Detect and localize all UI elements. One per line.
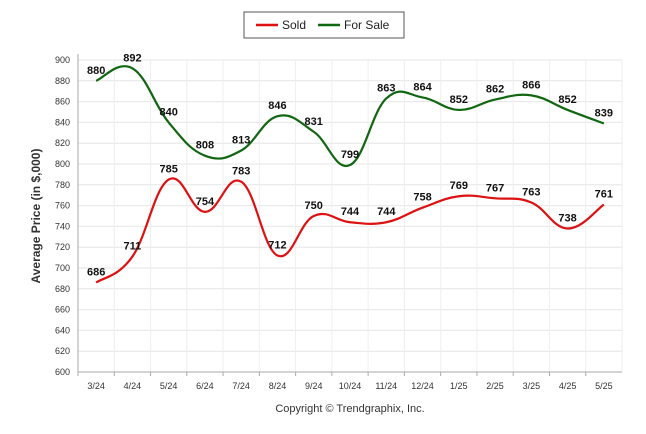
legend-label-for-sale: For Sale (344, 18, 390, 32)
y-tick-label: 880 (55, 76, 70, 86)
data-label-sold: 754 (196, 196, 215, 208)
y-tick-label: 620 (55, 346, 70, 356)
legend-label-sold: Sold (282, 18, 306, 32)
data-label-sold: 769 (450, 180, 468, 192)
data-label-sold: 767 (486, 182, 504, 194)
x-axis: 3/24 4/24 5/24 6/24 7/24 8/24 9/24 10/24 11/24 12… (77, 371, 622, 391)
y-tick-label: 680 (55, 284, 70, 294)
series-layer (95, 65, 605, 284)
data-label-sold: 738 (558, 212, 576, 224)
legend: Sold For Sale (243, 11, 405, 39)
x-tick-label: 12/24 (411, 381, 434, 391)
x-tick-label: 1/25 (450, 381, 468, 391)
data-label-for-sale: 840 (159, 106, 177, 118)
data-label-for-sale: 852 (450, 94, 468, 106)
x-tick-label: 2/25 (486, 381, 504, 391)
data-label-sold: 686 (87, 267, 105, 279)
data-label-sold: 785 (159, 164, 177, 176)
data-labels: 686 711 785 754 783 712 750 744 744 758 769 767 763 7… (87, 52, 613, 278)
x-tick-label: 7/24 (232, 381, 250, 391)
data-label-for-sale: 866 (522, 79, 540, 91)
data-label-sold: 783 (232, 166, 250, 178)
data-label-for-sale: 839 (595, 107, 613, 119)
data-label-for-sale: 799 (341, 149, 359, 161)
x-tick-label: 8/24 (269, 381, 287, 391)
data-label-sold: 761 (595, 189, 613, 201)
data-label-for-sale: 862 (486, 84, 504, 96)
data-label-for-sale: 892 (123, 52, 141, 64)
y-axis-label: Average Price (in $,000) (29, 149, 43, 284)
y-tick-label: 740 (55, 221, 70, 231)
data-label-for-sale: 846 (268, 100, 286, 112)
data-label-sold: 758 (413, 192, 431, 204)
x-tick-label: 11/24 (375, 381, 397, 391)
y-tick-label: 640 (55, 325, 70, 335)
data-label-sold: 744 (341, 206, 360, 218)
y-tick-label: 600 (55, 367, 70, 377)
data-label-for-sale: 880 (87, 65, 105, 77)
y-tick-label: 840 (55, 117, 70, 127)
y-tick-label: 820 (55, 138, 70, 148)
y-tick-label: 780 (55, 180, 70, 190)
x-tick-label: 5/24 (160, 381, 178, 391)
data-label-for-sale: 808 (196, 140, 214, 152)
data-label-sold: 744 (377, 206, 396, 218)
x-tick-label: 6/24 (196, 381, 214, 391)
data-label-for-sale: 813 (232, 134, 250, 146)
series-line-for-sale (95, 65, 605, 168)
data-label-sold: 711 (124, 241, 142, 253)
y-tick-label: 660 (55, 305, 70, 315)
y-tick-label: 720 (55, 242, 70, 252)
data-label-for-sale: 864 (413, 81, 432, 93)
y-tick-label: 700 (55, 263, 70, 273)
copyright: Copyright © Trendgraphix, Inc. (275, 403, 424, 415)
x-tick-label: 9/24 (305, 381, 323, 391)
y-tick-label: 800 (55, 159, 70, 169)
x-tick-label: 4/24 (124, 381, 142, 391)
data-label-for-sale: 863 (377, 82, 395, 94)
x-tick-label: 4/25 (559, 381, 577, 391)
y-tick-label: 860 (55, 97, 70, 107)
data-label-sold: 750 (305, 200, 323, 212)
y-tick-label: 900 (55, 55, 70, 65)
x-tick-label: 10/24 (339, 381, 362, 391)
y-axis: 600 620 640 660 680 700 720 740 760 780 800 820 840 8… (55, 54, 79, 377)
x-tick-label: 3/24 (87, 381, 105, 391)
data-label-for-sale: 852 (558, 94, 576, 106)
data-label-sold: 712 (268, 240, 286, 252)
data-label-sold: 763 (522, 186, 540, 198)
y-tick-label: 760 (55, 201, 70, 211)
series-line-sold (95, 177, 605, 284)
x-tick-label: 3/25 (523, 381, 541, 391)
data-label-for-sale: 831 (305, 116, 323, 128)
x-tick-label: 5/25 (595, 381, 613, 391)
